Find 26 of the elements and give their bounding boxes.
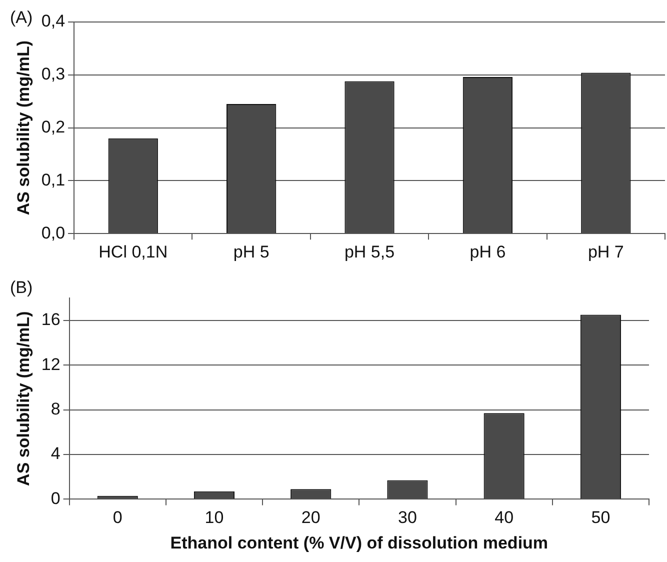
x-tick-label: 20 xyxy=(301,508,320,528)
x-tick-label: pH 5,5 xyxy=(344,242,395,262)
x-axis-title: Ethanol content (% V/V) of dissolution medium xyxy=(170,533,548,552)
x-tick-label: 40 xyxy=(494,508,514,528)
y-tick-label: 16 xyxy=(41,310,60,330)
x-tick-label: 0 xyxy=(112,508,122,528)
chart-title: (B) xyxy=(10,278,33,298)
y-tick-label: 8 xyxy=(50,399,60,418)
y-axis-title: AS solubility (mg/mL) xyxy=(14,40,33,216)
y-tick-label: 0,3 xyxy=(41,64,66,84)
x-tick-label: 50 xyxy=(591,508,610,528)
y-tick-label: 0,0 xyxy=(41,223,66,242)
y-tick-label: 4 xyxy=(50,444,60,464)
x-tick-label: pH 6 xyxy=(470,242,506,262)
y-tick-label: 0 xyxy=(50,488,60,508)
y-axis-title: AS solubility (mg/mL) xyxy=(14,311,33,486)
y-tick-label: 12 xyxy=(41,354,60,374)
y-tick-label: 0,1 xyxy=(41,170,66,190)
y-tick-label: 0,4 xyxy=(41,12,66,31)
y-tick-label: 0,2 xyxy=(41,117,66,136)
x-tick-label: 30 xyxy=(398,508,417,528)
chart-title: (A) xyxy=(10,8,33,28)
x-tick-label: pH 5 xyxy=(233,242,270,262)
x-tick-label: HCl 0,1N xyxy=(98,242,168,262)
x-tick-label: 10 xyxy=(204,508,224,528)
x-tick-label: pH 7 xyxy=(588,242,624,262)
